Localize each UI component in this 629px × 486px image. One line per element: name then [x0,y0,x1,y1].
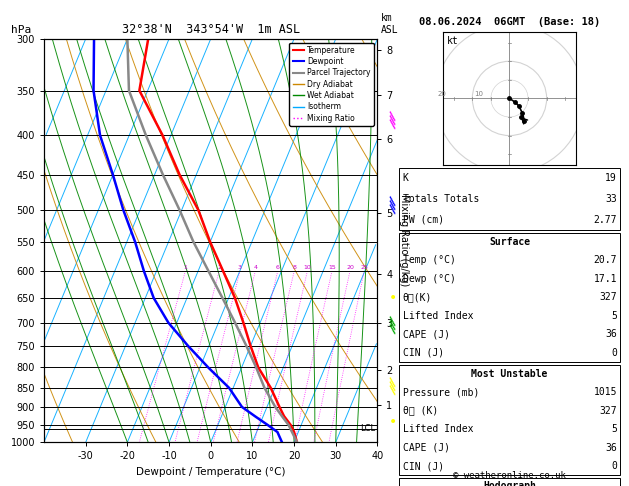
Text: Lifted Index: Lifted Index [403,424,473,434]
Text: /: / [387,114,399,126]
Text: 17.1: 17.1 [594,274,617,284]
Text: K: K [403,173,408,183]
Text: PW (cm): PW (cm) [403,215,443,225]
Text: 6: 6 [276,265,280,270]
X-axis label: Dewpoint / Temperature (°C): Dewpoint / Temperature (°C) [136,467,286,477]
Text: 327: 327 [599,406,617,416]
Text: /: / [387,118,399,130]
Text: θᴇ(K): θᴇ(K) [403,293,432,302]
Text: 327: 327 [599,293,617,302]
Text: •: • [389,415,398,429]
Text: CAPE (J): CAPE (J) [403,330,450,339]
Y-axis label: Mixing Ratio (g/kg): Mixing Ratio (g/kg) [399,194,409,287]
Text: 20: 20 [346,265,354,270]
Text: 2.77: 2.77 [594,215,617,225]
Text: 20.7: 20.7 [594,256,617,265]
Text: LCL: LCL [360,424,376,433]
Text: Temp (°C): Temp (°C) [403,256,455,265]
Text: 36: 36 [605,330,617,339]
Text: /: / [387,314,399,327]
Text: 10: 10 [474,90,483,97]
Text: 10: 10 [304,265,311,270]
Text: 4: 4 [253,265,257,270]
Text: /: / [387,195,399,208]
Text: Surface: Surface [489,237,530,247]
Text: Hodograph: Hodograph [483,482,536,486]
Text: /: / [387,322,399,335]
Text: Pressure (mb): Pressure (mb) [403,387,479,397]
Text: 8: 8 [292,265,296,270]
Text: Most Unstable: Most Unstable [471,369,548,379]
Text: Dewp (°C): Dewp (°C) [403,274,455,284]
Text: 3: 3 [238,265,242,270]
Text: /: / [387,318,399,331]
Text: /: / [387,380,399,392]
Text: /: / [387,376,399,388]
Text: 20: 20 [437,90,446,97]
Text: kt: kt [447,35,459,46]
Text: 1015: 1015 [594,387,617,397]
Text: 2: 2 [217,265,221,270]
Text: 1: 1 [184,265,187,270]
Text: 33: 33 [605,194,617,204]
Text: /: / [387,199,399,211]
Text: /: / [387,203,399,215]
Text: /: / [387,110,399,122]
Text: CAPE (J): CAPE (J) [403,443,450,452]
Text: CIN (J): CIN (J) [403,461,443,471]
Text: 36: 36 [605,443,617,452]
Text: 19: 19 [605,173,617,183]
Text: 5: 5 [611,311,617,321]
Text: hPa: hPa [11,25,31,35]
Text: km
ASL: km ASL [381,13,398,35]
Text: /: / [387,383,399,396]
Text: Totals Totals: Totals Totals [403,194,479,204]
Text: 0: 0 [611,461,617,471]
Text: 15: 15 [328,265,336,270]
Text: 25: 25 [360,265,368,270]
Title: 32°38'N  343°54'W  1m ASL: 32°38'N 343°54'W 1m ASL [121,23,300,36]
Text: © weatheronline.co.uk: © weatheronline.co.uk [453,471,566,480]
Legend: Temperature, Dewpoint, Parcel Trajectory, Dry Adiabat, Wet Adiabat, Isotherm, Mi: Temperature, Dewpoint, Parcel Trajectory… [289,43,374,125]
Text: 08.06.2024  06GMT  (Base: 18): 08.06.2024 06GMT (Base: 18) [419,17,600,27]
Text: CIN (J): CIN (J) [403,348,443,358]
Text: Lifted Index: Lifted Index [403,311,473,321]
Text: 5: 5 [611,424,617,434]
Text: 0: 0 [611,348,617,358]
Text: θᴇ (K): θᴇ (K) [403,406,438,416]
Text: •: • [389,291,398,305]
